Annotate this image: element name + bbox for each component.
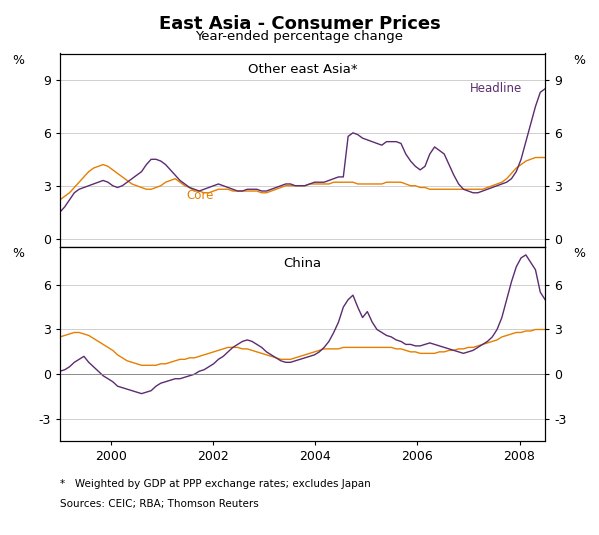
Text: Sources: CEIC; RBA; Thomson Reuters: Sources: CEIC; RBA; Thomson Reuters bbox=[60, 499, 259, 509]
Text: Core: Core bbox=[186, 188, 213, 202]
Text: Year-ended percentage change: Year-ended percentage change bbox=[195, 30, 404, 43]
Text: China: China bbox=[283, 257, 322, 270]
Text: East Asia - Consumer Prices: East Asia - Consumer Prices bbox=[159, 15, 440, 33]
Text: %: % bbox=[13, 54, 25, 66]
Text: *   Weighted by GDP at PPP exchange rates; excludes Japan: * Weighted by GDP at PPP exchange rates;… bbox=[60, 479, 371, 489]
Text: %: % bbox=[573, 247, 585, 261]
Text: %: % bbox=[573, 54, 585, 66]
Text: Headline: Headline bbox=[470, 82, 522, 95]
Text: %: % bbox=[13, 247, 25, 261]
Text: Other east Asia*: Other east Asia* bbox=[247, 63, 358, 76]
